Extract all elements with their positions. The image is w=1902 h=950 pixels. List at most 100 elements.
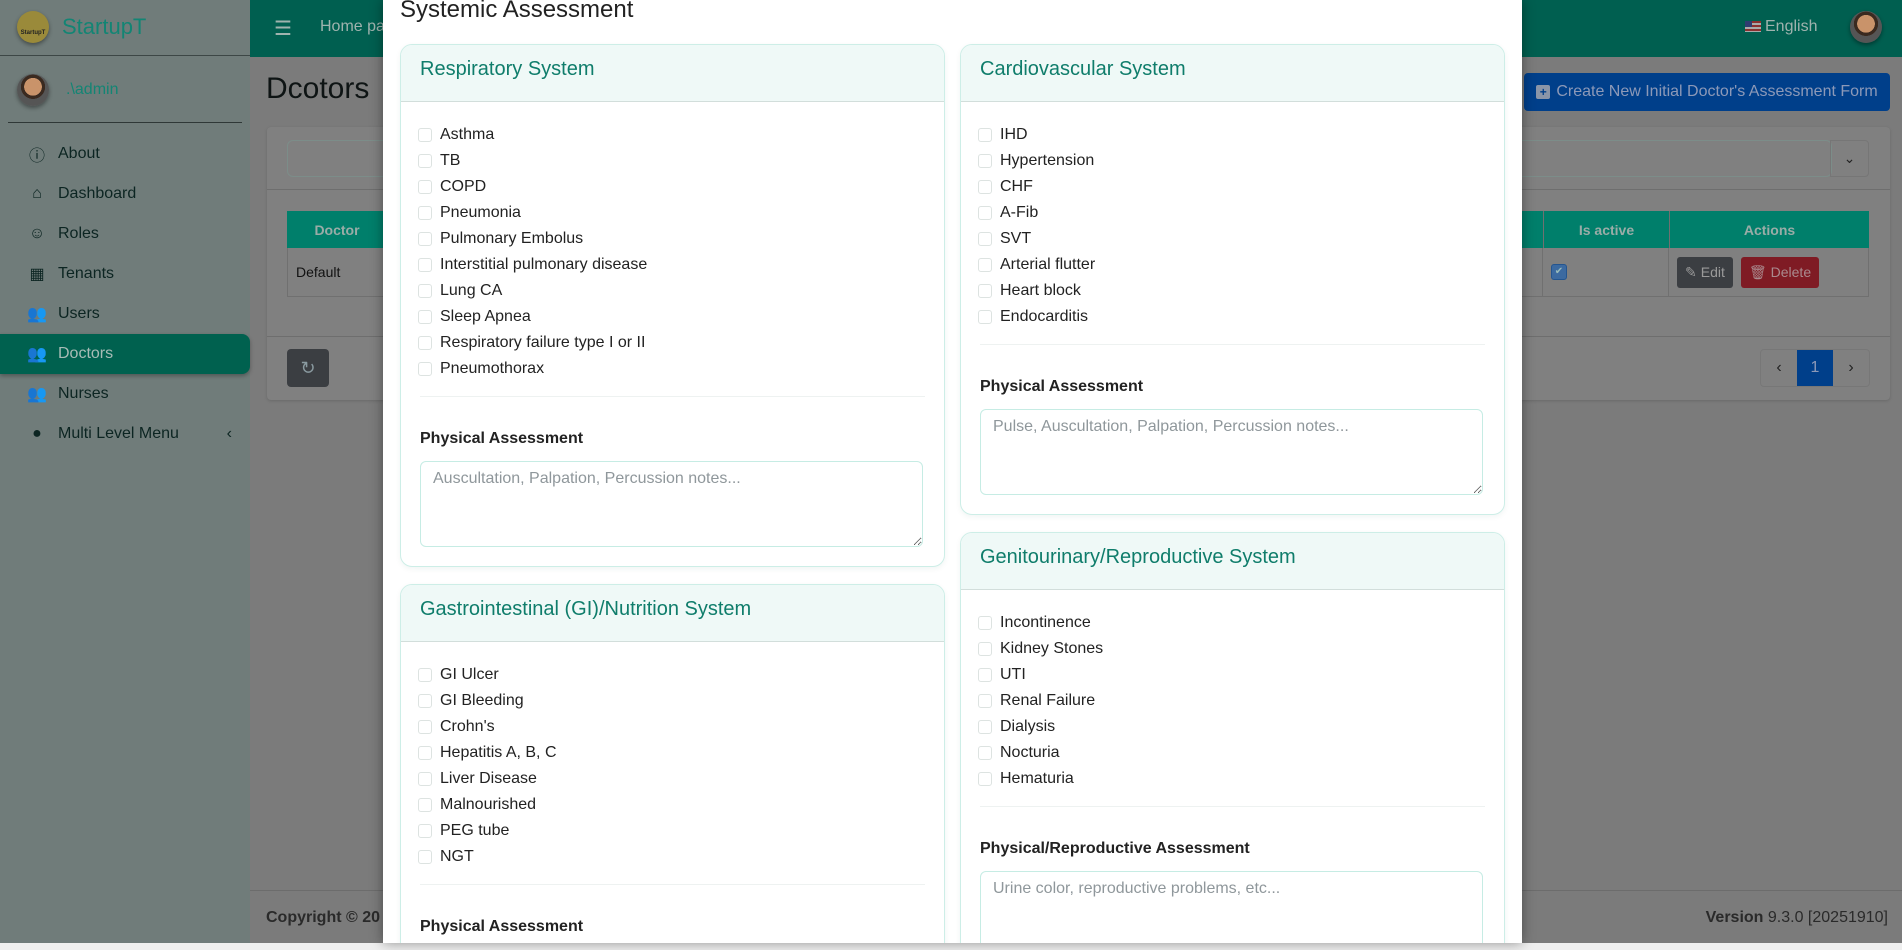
next-page-button[interactable]: › [1848, 359, 1854, 376]
gi-nutrition-system-card: Gastrointestinal (GI)/Nutrition System G… [400, 584, 945, 943]
checkbox[interactable] [978, 232, 992, 246]
checkbox[interactable] [978, 772, 992, 786]
checkbox-option[interactable]: Crohn's [418, 714, 925, 740]
checkbox-option[interactable]: GI Ulcer [418, 662, 925, 688]
checkbox-option[interactable]: Interstitial pulmonary disease [418, 252, 925, 278]
sidebar-item-about[interactable]: ⓘ About [0, 134, 250, 174]
user-avatar-button[interactable] [1850, 11, 1882, 43]
page-1-button[interactable]: 1 [1797, 350, 1833, 386]
sidebar-item-multi-level-menu[interactable]: ● Multi Level Menu ‹ [0, 414, 250, 454]
checkbox-option[interactable]: Dialysis [978, 714, 1485, 740]
checkbox-option[interactable]: Arterial flutter [978, 252, 1485, 278]
checkbox[interactable] [978, 128, 992, 142]
column-doctor[interactable]: Doctor [314, 221, 360, 238]
checkbox[interactable] [418, 232, 432, 246]
checkbox[interactable] [418, 746, 432, 760]
checkbox[interactable] [418, 694, 432, 708]
checkbox[interactable] [978, 310, 992, 324]
checkbox-option[interactable]: Hepatitis A, B, C [418, 740, 925, 766]
systemic-assessment-modal: Systemic Assessment Respiratory System A… [383, 0, 1522, 943]
checkbox[interactable] [418, 336, 432, 350]
checkbox[interactable] [418, 772, 432, 786]
gu-reproductive-assessment-textarea[interactable] [980, 871, 1483, 943]
sidebar-item-roles[interactable]: ☺ Roles [0, 214, 250, 254]
checkbox-option[interactable]: TB [418, 148, 925, 174]
checkbox-option[interactable]: A-Fib [978, 200, 1485, 226]
checkbox-option[interactable]: Renal Failure [978, 688, 1485, 714]
checkbox-option[interactable]: Kidney Stones [978, 636, 1485, 662]
checkbox[interactable] [978, 746, 992, 760]
checkbox[interactable] [978, 642, 992, 656]
version: Version 9.3.0 [20251910] [1706, 909, 1888, 927]
checkbox[interactable] [978, 694, 992, 708]
advanced-filter-toggle[interactable]: ⌄ [1830, 140, 1869, 177]
checkbox-option[interactable]: GI Bleeding [418, 688, 925, 714]
checkbox-option[interactable]: Nocturia [978, 740, 1485, 766]
checkbox[interactable] [978, 720, 992, 734]
checkbox-option[interactable]: Liver Disease [418, 766, 925, 792]
sidebar-item-doctors[interactable]: 👥 Doctors [0, 334, 250, 374]
checkbox[interactable] [978, 206, 992, 220]
checkbox-option[interactable]: SVT [978, 226, 1485, 252]
user-panel[interactable]: .\admin [8, 66, 242, 123]
sidebar-item-tenants[interactable]: ▦ Tenants [0, 254, 250, 294]
checkbox-option[interactable]: IHD [978, 122, 1485, 148]
checkbox-option[interactable]: Hypertension [978, 148, 1485, 174]
prev-page-button[interactable]: ‹ [1776, 359, 1782, 376]
checkbox-option[interactable]: Pneumothorax [418, 356, 925, 382]
checkbox[interactable] [978, 668, 992, 682]
checkbox-option[interactable]: Lung CA [418, 278, 925, 304]
brand[interactable]: StartupT StartupT [0, 0, 250, 56]
edit-button[interactable]: ✎ Edit [1677, 256, 1733, 288]
checkbox[interactable] [418, 720, 432, 734]
checkbox-option[interactable]: Heart block [978, 278, 1485, 304]
checkbox[interactable] [418, 362, 432, 376]
checkbox[interactable] [418, 824, 432, 838]
checkbox[interactable] [418, 284, 432, 298]
checkbox-option[interactable]: PEG tube [418, 818, 925, 844]
user-name[interactable]: .\admin [66, 81, 119, 98]
language-selector[interactable]: English [1745, 18, 1817, 36]
sidebar-item-users[interactable]: 👥 Users [0, 294, 250, 334]
column-is-active[interactable]: Is active [1543, 211, 1669, 248]
home-page-link[interactable]: Home page [320, 18, 403, 35]
checkbox[interactable] [978, 180, 992, 194]
checkbox-option[interactable]: Pulmonary Embolus [418, 226, 925, 252]
checkbox[interactable] [978, 616, 992, 630]
checkbox-option[interactable]: Incontinence [978, 610, 1485, 636]
checkbox[interactable] [978, 258, 992, 272]
respiratory-physical-assessment-textarea[interactable] [420, 461, 923, 547]
checkbox-option[interactable]: Malnourished [418, 792, 925, 818]
checkbox[interactable] [978, 284, 992, 298]
delete-button[interactable]: 🗑 Delete [1740, 256, 1820, 288]
checkbox[interactable] [418, 154, 432, 168]
checkbox[interactable] [418, 668, 432, 682]
refresh-button[interactable]: ↻ [287, 349, 329, 387]
checkbox-option[interactable]: NGT [418, 844, 925, 870]
checkbox-option[interactable]: Asthma [418, 122, 925, 148]
checkbox-option[interactable]: COPD [418, 174, 925, 200]
checkbox[interactable] [418, 128, 432, 142]
checkbox-option[interactable]: Pneumonia [418, 200, 925, 226]
checkbox[interactable] [978, 154, 992, 168]
checkbox[interactable] [418, 310, 432, 324]
create-assessment-form-button[interactable]: + Create New Initial Doctor's Assessment … [1524, 73, 1890, 111]
checkbox-option[interactable]: CHF [978, 174, 1485, 200]
checkbox-option[interactable]: Respiratory failure type I or II [418, 330, 925, 356]
brand-name: StartupT [62, 14, 147, 39]
checkbox[interactable] [418, 180, 432, 194]
horizontal-scrollbar[interactable] [0, 943, 1902, 950]
language-label: English [1765, 18, 1818, 35]
cardio-physical-assessment-textarea[interactable] [980, 409, 1483, 495]
checkbox[interactable] [418, 206, 432, 220]
checkbox-option[interactable]: Endocarditis [978, 304, 1485, 330]
sidebar-item-dashboard[interactable]: ⌂ Dashboard [0, 174, 250, 214]
checkbox[interactable] [418, 258, 432, 272]
checkbox[interactable] [418, 850, 432, 864]
checkbox-option[interactable]: UTI [978, 662, 1485, 688]
checkbox-option[interactable]: Hematuria [978, 766, 1485, 792]
sidebar-item-nurses[interactable]: 👥 Nurses [0, 374, 250, 414]
hamburger-menu-icon[interactable]: ☰ [274, 18, 292, 40]
checkbox[interactable] [418, 798, 432, 812]
checkbox-option[interactable]: Sleep Apnea [418, 304, 925, 330]
